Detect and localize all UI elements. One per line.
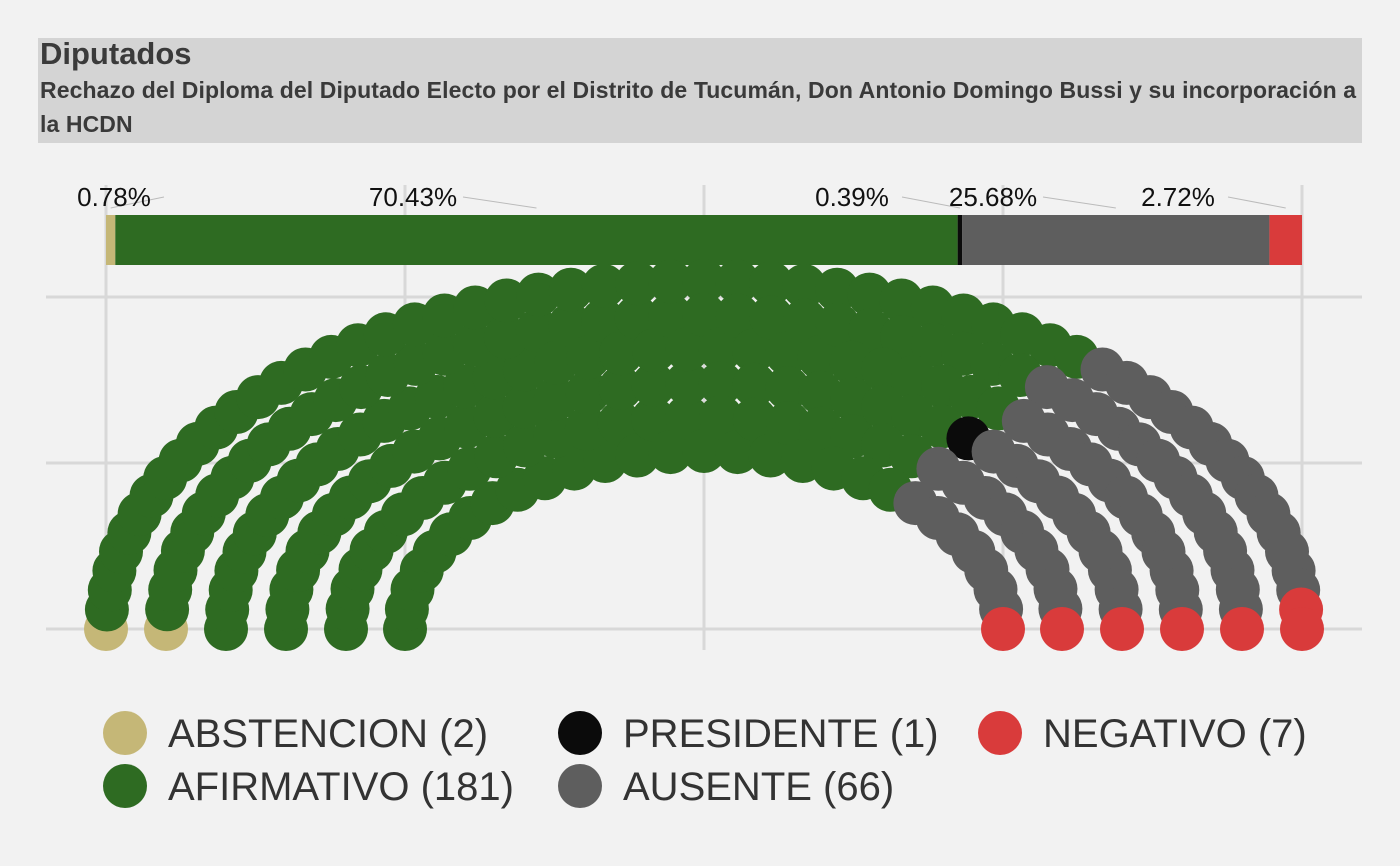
seat-afirmativo (732, 397, 777, 442)
seat-afirmativo (665, 327, 710, 372)
legend-label-abstencion: ABSTENCION (2) (168, 712, 488, 756)
bar-label-leader-negativo (1227, 196, 1286, 209)
seat-afirmativo (565, 370, 610, 415)
legend: ABSTENCION (2) PRESIDENTE (1) NEGATIVO (7)… (103, 711, 1307, 809)
seat-afirmativo (631, 397, 676, 442)
seat-afirmativo (682, 259, 726, 303)
seat-afirmativo (782, 263, 827, 308)
seat-afirmativo (699, 395, 743, 440)
seat-afirmativo (698, 361, 743, 406)
seat-afirmativo (581, 263, 626, 308)
seat-negativo (1280, 607, 1324, 651)
legend-swatch-presidente (558, 711, 602, 755)
bar-segment-ausente (962, 215, 1270, 265)
bar-label-leader-abstencion (110, 196, 165, 209)
chart-title: Diputados (40, 36, 192, 71)
bar-label-afirmativo: 70.43% (369, 182, 457, 212)
seat-afirmativo (715, 259, 760, 304)
seat-afirmativo (599, 331, 643, 376)
seat-afirmativo (766, 401, 811, 445)
seat-afirmativo (682, 293, 726, 337)
bar-label-ausente: 25.68% (949, 182, 1037, 212)
legend-label-presidente: PRESIDENTE (1) (623, 712, 939, 756)
seat-dots (84, 259, 1324, 651)
seat-afirmativo (715, 430, 760, 475)
seat-afirmativo (614, 295, 659, 340)
seat-afirmativo (597, 401, 642, 445)
seat-negativo (1220, 607, 1264, 651)
bar-segment-afirmativo (115, 215, 958, 265)
seat-afirmativo (665, 395, 709, 440)
bar-label-presidente: 0.39% (815, 182, 889, 212)
seat-afirmativo (515, 308, 560, 353)
seat-afirmativo (648, 293, 693, 338)
seat-afirmativo (615, 433, 660, 478)
bar-label-leader-presidente (901, 196, 961, 209)
stacked-bar: 0.78% 70.43% 0.39% 25.68% 2.72% (77, 182, 1302, 265)
seat-afirmativo (564, 406, 609, 451)
seat-afirmativo (765, 366, 810, 410)
seat-afirmativo (715, 293, 760, 338)
bar-segment-negativo (1269, 215, 1302, 265)
seat-negativo (1100, 607, 1144, 651)
legend-label-negativo: NEGATIVO (7) (1043, 712, 1307, 756)
seat-afirmativo (749, 261, 793, 306)
seat-afirmativo (631, 362, 676, 407)
seat-afirmativo (632, 328, 676, 373)
legend-label-afirmativo: AFIRMATIVO (181) (168, 765, 514, 809)
seat-negativo (981, 607, 1025, 651)
seat-negativo (1040, 607, 1084, 651)
chart-header: Diputados Rechazo del Diploma del Diputa… (38, 38, 1362, 143)
bar-segment-abstencion (106, 215, 116, 265)
seat-afirmativo (732, 362, 777, 407)
seat-afirmativo (548, 302, 593, 347)
seat-afirmativo (615, 261, 659, 306)
seat-afirmativo (665, 361, 710, 406)
seat-negativo (1160, 607, 1204, 651)
seat-afirmativo (566, 335, 611, 380)
bar-segment-presidente (957, 215, 963, 265)
seat-afirmativo (648, 430, 693, 475)
bar-label-leader-ausente (1042, 196, 1116, 209)
chart-subtitle: Rechazo del Diploma del Diputado Electo … (40, 77, 1357, 137)
legend-label-ausente: AUSENTE (66) (623, 765, 894, 809)
bar-label-negativo: 2.72% (1141, 182, 1215, 212)
seat-afirmativo (749, 295, 794, 340)
seat-afirmativo (765, 331, 809, 376)
seat-afirmativo (782, 298, 827, 343)
seat-afirmativo (548, 267, 593, 312)
seat-afirmativo (815, 302, 860, 347)
seat-afirmativo (648, 259, 693, 304)
bar-label-abstencion: 0.78% (77, 182, 151, 212)
seat-afirmativo (698, 327, 743, 372)
seat-afirmativo (598, 366, 643, 410)
legend-swatch-afirmativo (103, 764, 147, 808)
seat-afirmativo (581, 298, 626, 343)
legend-swatch-ausente (558, 764, 602, 808)
seat-afirmativo (732, 328, 776, 373)
seat-afirmativo (516, 272, 561, 317)
bar-label-leader-afirmativo (462, 196, 537, 209)
seat-afirmativo (815, 267, 860, 312)
legend-swatch-abstencion (103, 711, 147, 755)
seat-afirmativo (682, 429, 726, 473)
legend-swatch-negativo (978, 711, 1022, 755)
